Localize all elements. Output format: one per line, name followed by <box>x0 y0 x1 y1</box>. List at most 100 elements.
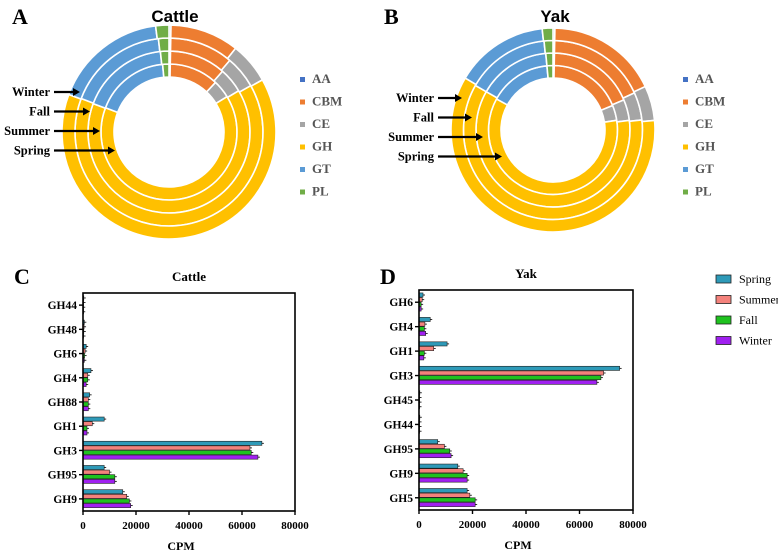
donut-segment-fall-pl <box>157 37 170 53</box>
legend-swatch-gh <box>300 144 305 150</box>
bar-gh9-fall <box>82 498 130 504</box>
y-tick-label: GH4 <box>53 373 77 385</box>
y-tick-label: GH44 <box>48 300 78 312</box>
legend-swatch-gt <box>683 167 688 172</box>
bar-gh9-fall <box>418 473 468 478</box>
bar-gh9-spring <box>418 463 459 469</box>
bar-chart-yak: Yak GH6 GH4 GH1 GH3 GH45 GH44 GH95 GH9 GH5 0 20000 4… <box>384 266 778 551</box>
panel-label-c: C <box>14 264 30 289</box>
ring-label-winter: Winter <box>12 85 50 99</box>
legend-label-ce: CE <box>695 116 713 131</box>
bar-gh9-winter <box>82 503 132 508</box>
x-tick-label: 40000 <box>512 519 540 531</box>
x-axis-label: CPM <box>167 539 194 551</box>
bar-gh95-spring <box>82 465 105 470</box>
y-tick-label: GH44 <box>384 419 414 431</box>
y-tick-label: GH95 <box>384 444 414 456</box>
legend-swatch-aa <box>300 77 305 82</box>
bar-gh5-winter <box>418 502 476 507</box>
donut-segment-spring-pl <box>161 63 170 79</box>
y-tick-label: GH3 <box>53 445 77 457</box>
legend-label-summer: Summer <box>739 293 778 307</box>
ring-label-summer: Summer <box>388 130 434 144</box>
bar-gh95-winter <box>82 478 116 484</box>
arrow-head-icon <box>495 152 502 161</box>
legend-swatch-cbm <box>300 99 305 105</box>
legend-swatch-aa <box>683 77 688 82</box>
bar-gh1-summer <box>418 346 435 351</box>
chart-title: Cattle <box>151 7 198 26</box>
bar-gh1-summer <box>82 421 93 427</box>
ring-label-fall: Fall <box>29 105 50 119</box>
donut-segment-summer-pl <box>544 52 554 67</box>
legend-swatch-gt <box>300 167 305 172</box>
bar-gh88-spring <box>82 392 90 398</box>
legend-label-aa: AA <box>695 71 714 86</box>
x-tick-label: 20000 <box>122 520 150 532</box>
legend-label-cbm: CBM <box>312 94 342 109</box>
arrow-head-icon <box>465 113 472 122</box>
bar-gh9-summer <box>418 468 464 474</box>
arrow-head-icon <box>108 146 115 155</box>
y-tick-label: GH9 <box>53 494 77 506</box>
bar-chart-cattle: Cattle GH44 GH48 GH6 GH4 GH88 GH1 GH3 GH95 GH9 0 20… <box>48 269 310 551</box>
donut-segment-spring-pl <box>546 64 554 80</box>
legend-label-gh: GH <box>695 139 715 154</box>
bar-gh3-summer <box>418 370 604 376</box>
bar-gh4-fall <box>418 326 425 332</box>
bar-gh3-spring <box>82 440 263 446</box>
bar-gh5-fall <box>418 497 476 503</box>
legend-swatch-cbm <box>683 99 688 105</box>
x-tick-label: 40000 <box>175 520 203 532</box>
legend-swatch-fall <box>715 315 732 325</box>
legend-label-gt: GT <box>695 161 714 176</box>
panel-label-b: B <box>384 4 399 29</box>
y-tick-label: GH4 <box>389 322 413 334</box>
y-tick-label: GH1 <box>53 421 77 433</box>
legend-swatch-pl <box>300 189 305 195</box>
legend-label-ce: CE <box>312 116 330 131</box>
bar-gh1-spring <box>418 341 448 347</box>
legend-label-winter: Winter <box>739 334 772 348</box>
bar-gh5-spring <box>418 488 468 493</box>
legend-swatch-gh <box>683 144 688 150</box>
arrow-head-icon <box>83 107 90 116</box>
legend-label-aa: AA <box>312 71 331 86</box>
y-tick-label: GH88 <box>48 397 78 409</box>
bar-gh95-spring <box>418 439 439 445</box>
chart-title: Yak <box>515 266 537 281</box>
y-tick-label: GH45 <box>384 395 414 407</box>
y-tick-label: GH95 <box>48 470 78 482</box>
y-tick-label: GH48 <box>48 324 78 336</box>
bar-gh4-spring <box>418 317 431 322</box>
donut-segment-winter-pl <box>154 24 170 40</box>
arrow-head-icon <box>455 94 462 102</box>
legend-label-gt: GT <box>312 161 331 176</box>
bar-gh1-spring <box>82 416 105 422</box>
y-tick-label: GH3 <box>389 371 413 383</box>
legend-label-fall: Fall <box>739 313 758 327</box>
ring-label-spring: Spring <box>398 150 435 164</box>
bar-gh4-spring <box>82 368 92 373</box>
arrow-head-icon <box>476 133 483 141</box>
bar-gh95-winter <box>418 453 452 459</box>
chart-title: Cattle <box>172 269 206 284</box>
legend-label-pl: PL <box>695 184 712 199</box>
legend-swatch-spring <box>715 274 732 284</box>
bar-gh4-summer <box>418 321 426 327</box>
bar-gh95-summer <box>418 443 445 449</box>
y-tick-label: GH9 <box>389 468 413 480</box>
legend-swatch-pl <box>683 189 688 195</box>
x-tick-label: 0 <box>80 520 86 532</box>
bar-gh9-spring <box>82 489 124 495</box>
y-tick-label: GH6 <box>389 297 413 309</box>
x-tick-label: 80000 <box>281 520 309 532</box>
y-tick-label: GH1 <box>389 346 413 358</box>
x-tick-label: 60000 <box>566 519 594 531</box>
bar-gh3-winter <box>82 454 259 460</box>
ring-label-fall: Fall <box>413 111 434 125</box>
bar-gh3-summer <box>82 445 251 451</box>
ring-label-spring: Spring <box>14 144 51 158</box>
donut-segment-fall-pl <box>543 39 554 55</box>
